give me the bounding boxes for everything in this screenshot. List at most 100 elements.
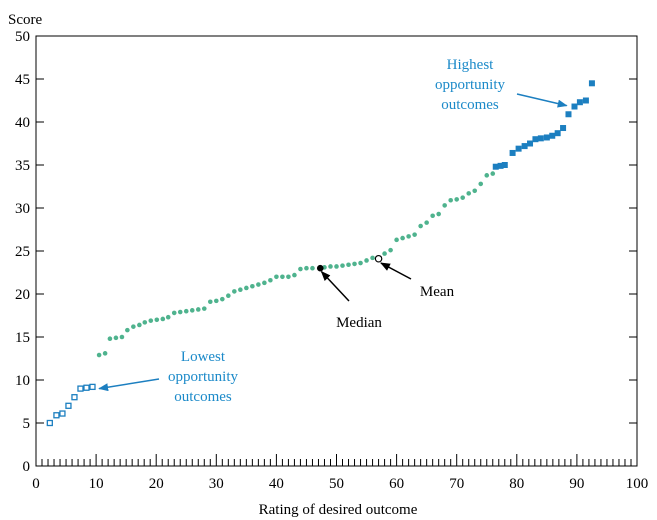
outcome-point — [382, 251, 387, 256]
y-tick-label: 30 — [15, 201, 30, 217]
highest-opportunity-point — [515, 145, 522, 152]
highest-opportunity-point — [588, 80, 595, 87]
outcome-point — [400, 235, 405, 241]
x-tick-label: 20 — [149, 476, 164, 492]
mean-annotation-label: Mean — [420, 284, 455, 300]
lowest-opportunity-point — [65, 402, 72, 409]
median-point — [316, 264, 324, 272]
outcome-point — [189, 308, 195, 313]
outcome-point — [490, 171, 496, 176]
outcome-point — [412, 232, 417, 237]
outcome-point — [484, 173, 490, 178]
y-tick-label: 50 — [15, 29, 30, 45]
outcome-point — [370, 255, 375, 261]
outcome-point — [160, 316, 166, 322]
mean-point — [374, 254, 383, 263]
outcome-point — [183, 308, 189, 314]
highest-opportunity-point — [571, 103, 578, 110]
x-tick-label: 30 — [209, 476, 224, 492]
x-tick-label: 70 — [449, 476, 464, 492]
outcome-point — [328, 264, 333, 269]
outcome-point — [472, 188, 478, 194]
outcome-point — [406, 234, 411, 239]
outcome-point — [142, 320, 148, 325]
x-tick-label: 10 — [89, 476, 104, 492]
outcome-point — [442, 203, 447, 208]
median-annotation-label: Median — [336, 315, 382, 331]
highest-opportunity-point — [543, 134, 550, 141]
y-tick-label: 45 — [15, 72, 30, 88]
axis-tick-labels: 0 10 20 30 40 50 60 70 80 90 100 0 5 10 15 20 25 30 35 40 45… — [15, 29, 648, 492]
outcome-point — [244, 285, 249, 291]
outcome-point — [418, 223, 423, 229]
outcome-point — [448, 197, 453, 203]
outcome-point — [201, 306, 207, 311]
outcome-point — [220, 296, 225, 302]
outcome-point — [340, 263, 345, 268]
x-tick-label: 50 — [329, 476, 344, 492]
lowest-opportunity-point — [71, 394, 78, 401]
mean-annotation: Mean — [380, 262, 455, 300]
highest-opportunity-point — [497, 162, 504, 169]
outcome-point — [358, 260, 363, 266]
outcome-point — [131, 324, 136, 329]
outcome-point — [148, 318, 154, 323]
outcome-point — [177, 309, 183, 315]
outcome-point — [352, 261, 357, 267]
x-tick-label: 40 — [269, 476, 284, 492]
outcome-point — [96, 352, 102, 358]
highest-opportunity-point — [565, 111, 572, 118]
outcome-point — [171, 310, 177, 316]
lowest-opportunity-point — [59, 410, 66, 417]
lowest-annotation: Lowest opportunity outcomes — [98, 349, 238, 405]
outcome-point — [262, 280, 267, 286]
outcome-point — [207, 299, 213, 305]
median-annotation: Median — [320, 270, 382, 331]
outcome-point — [292, 272, 297, 278]
outcome-point — [454, 197, 460, 202]
outcome-point — [394, 237, 399, 243]
outcome-point — [195, 307, 201, 312]
highest-opportunity-point — [554, 130, 561, 137]
outcome-point — [107, 336, 113, 342]
y-tick-label: 0 — [23, 459, 31, 475]
outcome-point — [256, 282, 261, 287]
outcome-point — [113, 335, 119, 341]
y-tick-label: 25 — [15, 244, 30, 260]
annotations: Highest opportunity outcomes Lowest opportun… — [98, 57, 568, 405]
lowest-opportunity-point — [77, 385, 84, 392]
y-tick-label: 35 — [15, 158, 30, 174]
highest-annotation-label: Highest opportunity outcomes — [435, 57, 505, 113]
outcome-point — [466, 191, 472, 196]
x-tick-label: 60 — [389, 476, 404, 492]
mean-annotation-arrow — [380, 262, 412, 280]
lowest-annotation-arrow — [98, 378, 160, 392]
highest-opportunity-point — [492, 163, 499, 170]
outcome-point — [232, 289, 237, 294]
outcome-point — [165, 314, 171, 320]
outcome-point — [364, 258, 369, 263]
x-tick-label: 80 — [509, 476, 524, 492]
lowest-opportunity-point — [53, 412, 60, 419]
y-axis-title: Score — [8, 12, 42, 28]
outcome-point — [478, 181, 484, 187]
lowest-opportunity-point — [89, 383, 96, 391]
outcome-point — [214, 298, 219, 304]
outcome-point — [268, 277, 273, 283]
outcome-point — [304, 265, 309, 271]
outcome-point — [334, 264, 339, 269]
highest-opportunity-point — [527, 140, 534, 147]
median-annotation-arrow — [320, 270, 350, 302]
axis-ticks — [35, 35, 638, 467]
outcome-point — [154, 317, 160, 323]
outcome-point — [286, 274, 291, 280]
lowest-annotation-label: Lowest opportunity outcomes — [168, 349, 238, 405]
highest-opportunity-point — [582, 97, 589, 104]
highest-annotation-arrow — [516, 93, 568, 108]
highest-annotation: Highest opportunity outcomes — [435, 57, 568, 113]
x-tick-label: 90 — [569, 476, 584, 492]
highest-opportunity-point — [521, 143, 528, 150]
outcome-point — [137, 322, 142, 328]
outcome-point — [346, 262, 351, 268]
x-tick-label: 100 — [626, 476, 649, 492]
